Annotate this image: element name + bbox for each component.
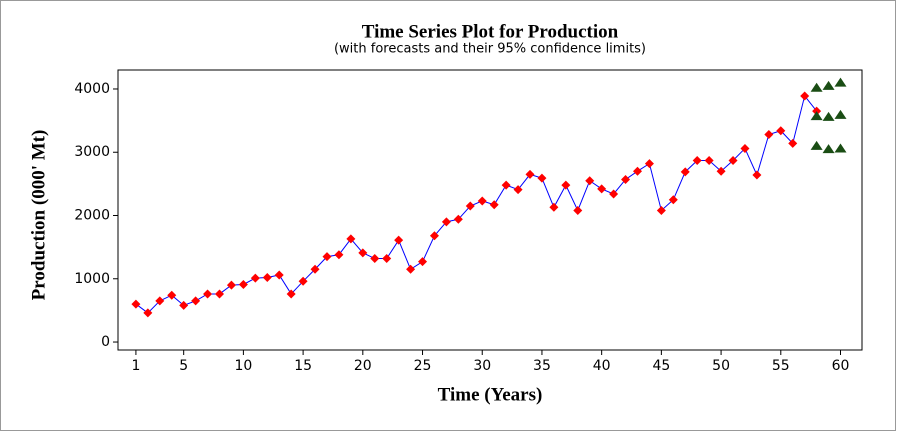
data-point: [441, 217, 451, 227]
y-tick-label: 1000: [74, 271, 110, 287]
x-tick-label: 40: [593, 358, 611, 374]
x-tick-label: 10: [234, 358, 252, 374]
x-tick-label: 30: [473, 358, 491, 374]
chart-title: Time Series Plot for Production: [362, 21, 619, 42]
forecast-point: [822, 144, 835, 154]
x-tick-label: 50: [712, 358, 730, 374]
data-point: [358, 248, 368, 258]
data-point: [585, 176, 595, 186]
data-point: [286, 289, 296, 299]
data-point: [609, 189, 619, 199]
y-tick-label: 2000: [74, 208, 110, 224]
data-point: [788, 138, 798, 148]
data-point: [573, 205, 583, 215]
forecast-point: [822, 80, 835, 90]
data-point: [370, 254, 380, 264]
series-line: [135, 94, 818, 314]
data-point: [501, 180, 511, 190]
data-point: [561, 180, 571, 190]
data-point: [155, 296, 165, 306]
data-point: [250, 273, 260, 283]
forecast-point: [810, 140, 823, 150]
data-point: [310, 264, 320, 274]
x-tick-label: 60: [832, 358, 850, 374]
data-point: [203, 289, 213, 299]
data-point: [346, 234, 356, 244]
data-point: [191, 296, 201, 306]
x-tick-label: 25: [414, 358, 432, 374]
data-point: [489, 200, 499, 210]
data-point: [716, 166, 726, 176]
data-point: [644, 159, 654, 169]
data-point: [215, 289, 225, 299]
data-point: [274, 270, 284, 280]
data-point: [632, 166, 642, 176]
data-point: [513, 185, 523, 195]
data-point: [238, 279, 248, 289]
data-point: [143, 308, 153, 318]
data-point: [764, 130, 774, 140]
chart-subtitle: (with forecasts and their 95% confidence…: [334, 42, 646, 57]
data-point: [429, 231, 439, 241]
y-tick-label: 0: [101, 334, 110, 350]
data-point: [704, 155, 714, 165]
data-point: [167, 290, 177, 300]
data-point: [680, 167, 690, 177]
forecast-point: [834, 143, 847, 153]
forecast-point: [834, 77, 847, 87]
plot-frame: [117, 69, 863, 351]
x-tick-label: 1: [131, 358, 140, 374]
data-point: [776, 126, 786, 136]
x-tick-label: 20: [354, 358, 372, 374]
x-tick-label: 55: [772, 358, 790, 374]
data-point: [537, 173, 547, 183]
data-point: [597, 184, 607, 194]
data-point: [800, 91, 810, 101]
data-point: [812, 106, 822, 116]
data-point: [692, 155, 702, 165]
forecast-point: [810, 111, 823, 121]
data-point: [740, 143, 750, 153]
data-point: [656, 205, 666, 215]
data-point: [131, 299, 141, 309]
data-point: [549, 202, 559, 212]
data-point: [453, 214, 463, 224]
data-point: [752, 170, 762, 180]
x-tick-label: 35: [533, 358, 551, 374]
data-point: [728, 155, 738, 165]
data-point: [322, 252, 332, 262]
forecast-point: [810, 82, 823, 92]
x-axis-label: Time (Years): [438, 384, 543, 405]
data-point: [382, 254, 392, 264]
x-tick-label: 15: [294, 358, 312, 374]
forecast-point: [834, 109, 847, 119]
data-point: [179, 300, 189, 310]
y-tick-label: 3000: [74, 144, 110, 160]
data-point: [525, 169, 535, 179]
forecast-point: [822, 111, 835, 121]
data-point: [621, 174, 631, 184]
data-point: [406, 264, 416, 274]
data-point: [394, 235, 404, 245]
data-point: [262, 273, 272, 283]
data-point: [298, 276, 308, 286]
y-tick-label: 4000: [74, 81, 110, 97]
data-point: [477, 196, 487, 206]
data-point: [334, 250, 344, 260]
data-point: [465, 201, 475, 211]
x-tick-label: 45: [652, 358, 670, 374]
y-axis-label: Production (000' Mt): [28, 130, 49, 301]
data-point: [226, 280, 236, 290]
x-tick-label: 5: [179, 358, 188, 374]
data-point: [668, 195, 678, 205]
data-point: [418, 257, 428, 267]
